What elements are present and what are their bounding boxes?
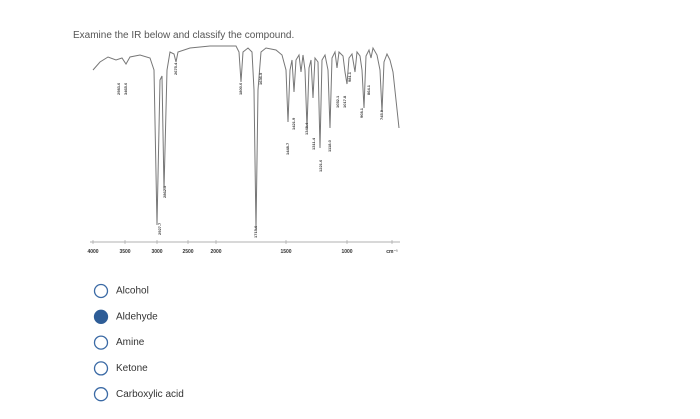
axis-label: 2500 <box>182 249 193 255</box>
spectrum-curve <box>92 45 400 231</box>
peak-label: 2675.4 <box>173 62 178 75</box>
axis-label: 2000 <box>210 249 221 255</box>
peak-label: 3465.0 <box>123 82 128 95</box>
axis-label: 3000 <box>151 249 162 255</box>
peak-label: 1421.9 <box>291 117 296 130</box>
axis-label: 1000 <box>341 249 352 255</box>
peak-label: 1017.8 <box>342 95 347 108</box>
peak-label: 1052.1 <box>335 95 340 108</box>
option-label[interactable]: Alcohol <box>116 286 149 297</box>
answer-option[interactable]: Alcohol <box>93 283 149 299</box>
radio-button[interactable] <box>93 335 109 350</box>
peak-label: 745.9 <box>379 109 384 120</box>
option-label[interactable]: Aldehyde <box>116 311 158 322</box>
axis-label: cm⁻¹ <box>386 249 398 255</box>
peak-label: 1800.0 <box>238 82 243 95</box>
peak-label: 908.1 <box>359 107 364 118</box>
axis-label: 3500 <box>119 249 130 255</box>
peak-label: 1348.4 <box>304 122 309 135</box>
peak-label: 2862.5 <box>162 185 167 198</box>
option-label[interactable]: Carboxylic acid <box>116 389 184 400</box>
peak-label: 2927.7 <box>157 222 162 235</box>
peak-label: 864.1 <box>366 84 371 95</box>
peak-label: 1715.0 <box>253 225 258 238</box>
ir-spectrum <box>90 45 400 243</box>
peak-label: 2983.0 <box>116 82 121 95</box>
option-label[interactable]: Ketone <box>116 363 148 374</box>
axis-label: 4000 <box>87 249 98 255</box>
question-text: Examine the IR below and classify the co… <box>73 30 295 41</box>
peak-label: 1311.4 <box>311 137 316 150</box>
option-label[interactable]: Amine <box>116 337 145 348</box>
axis-label: 1500 <box>280 249 291 255</box>
answer-option[interactable]: Amine <box>93 335 145 350</box>
radio-button[interactable] <box>93 283 109 299</box>
radio-button[interactable] <box>93 361 109 376</box>
peak-label: 1221.0 <box>318 159 323 172</box>
radio-button[interactable] <box>93 387 109 402</box>
radio-button[interactable] <box>93 309 109 324</box>
peak-label: 1118.0 <box>327 139 332 152</box>
answer-option[interactable]: Ketone <box>93 361 149 376</box>
answer-option[interactable]: Aldehyde <box>93 309 159 324</box>
answer-option[interactable]: Carboxylic acid <box>93 387 184 402</box>
peak-label: 1448.7 <box>285 142 290 155</box>
peak-label: 1636.5 <box>258 72 263 85</box>
peak-label: 981.1 <box>347 71 352 82</box>
